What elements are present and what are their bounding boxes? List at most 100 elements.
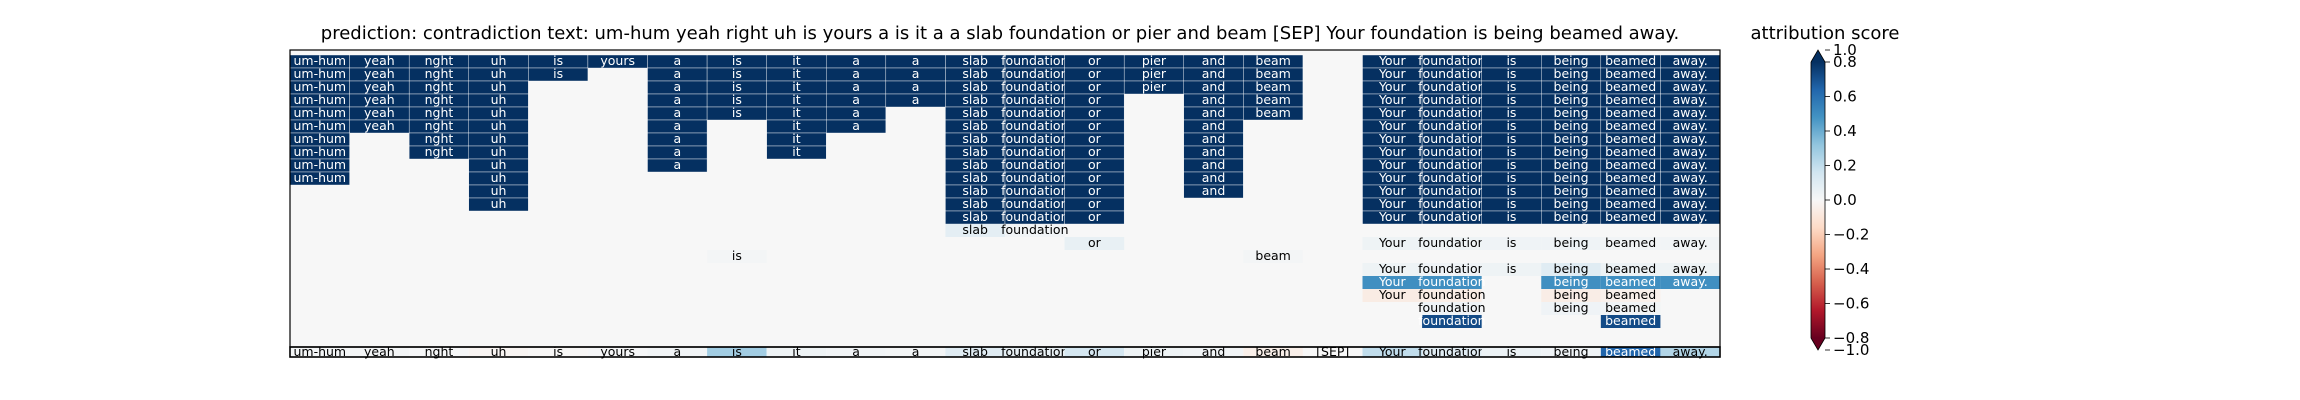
cell-token-label: nght: [425, 66, 454, 81]
colorbar-tick-label: 0.2: [1833, 157, 1857, 175]
cell-token-label: slab: [962, 209, 988, 224]
cell-token-label: away.: [1673, 261, 1708, 276]
summary-cell: [707, 347, 767, 357]
cell-token-label: being: [1554, 261, 1589, 276]
colorbar-tick-label: −0.2: [1833, 226, 1869, 244]
cell-token-label: beamed: [1605, 144, 1656, 159]
cell-token-label: is: [1506, 79, 1516, 94]
heatmap-cell: [1481, 263, 1542, 276]
summary-cell: [1600, 347, 1661, 357]
cell-token-label: foundation: [1418, 118, 1485, 133]
cell-token-label: uh: [491, 118, 507, 133]
cell-token-label: slab: [962, 53, 988, 68]
cell-token-label: or: [1088, 235, 1102, 250]
cell-token-label: is: [732, 79, 742, 94]
summary-cell: [1481, 347, 1542, 357]
heatmap-cell: [1064, 210, 1125, 225]
heatmap-cell: [1600, 289, 1661, 302]
cell-token-label: yeah: [364, 66, 395, 81]
cell-token-label: foundation: [1001, 66, 1068, 81]
cell-token-label: um-hum: [293, 144, 346, 159]
cell-token-label: a: [852, 53, 860, 68]
cell-token-label: beamed: [1605, 261, 1656, 276]
colorbar-tick-label: −1.0: [1833, 341, 1869, 359]
heatmap-cell: [528, 67, 589, 82]
cell-token-label: foundation: [1418, 66, 1485, 81]
summary-cell: [349, 347, 410, 357]
cell-token-label: beam: [1255, 53, 1290, 68]
cell-token-label: away.: [1673, 92, 1708, 107]
cell-token-label: or: [1088, 79, 1102, 94]
cell-token-label: beamed: [1605, 105, 1656, 120]
cell-token-label: Your: [1378, 144, 1407, 159]
heatmap-cell: [1481, 237, 1542, 250]
heatmap-cell: [1362, 289, 1423, 302]
cell-token-label: away.: [1673, 157, 1708, 172]
cell-token-label: it: [792, 131, 800, 146]
cell-token-label: Your: [1378, 79, 1407, 94]
cell-token-label: is: [732, 248, 742, 263]
cell-token-label: away.: [1673, 183, 1708, 198]
cell-token-label: slab: [962, 196, 988, 211]
cell-token-label: or: [1088, 170, 1102, 185]
cell-token-label: is: [1506, 235, 1516, 250]
summary-cell: [290, 347, 350, 357]
colorbar-tick-label: 0.4: [1833, 122, 1857, 140]
cell-token-label: foundation: [1418, 235, 1485, 250]
cell-token-label: um-hum: [293, 118, 346, 133]
cell-token-label: away.: [1673, 170, 1708, 185]
colorbar-extend-bottom-icon: [1811, 338, 1825, 350]
summary-cell: [826, 347, 886, 357]
cell-token-label: Your: [1378, 131, 1407, 146]
cell-token-label: away.: [1673, 144, 1708, 159]
cell-token-label: beamed: [1605, 170, 1656, 185]
heatmap-cell: [1600, 263, 1661, 276]
cell-token-label: uh: [491, 144, 507, 159]
cell-token-label: being: [1554, 131, 1589, 146]
cell-token-label: is: [1506, 131, 1516, 146]
cell-token-label: Your: [1378, 261, 1407, 276]
heatmap-cell: [1183, 184, 1244, 199]
cell-token-label: foundation: [1418, 157, 1485, 172]
cell-token-label: beamed: [1605, 313, 1656, 328]
heatmap-cell: [1600, 276, 1661, 289]
summary-token-label: is: [553, 344, 563, 359]
heatmap-cell: [1243, 106, 1304, 121]
cell-token-label: uh: [491, 92, 507, 107]
cell-token-label: beamed: [1605, 131, 1656, 146]
cell-token-label: it: [792, 144, 800, 159]
cell-token-label: beamed: [1605, 183, 1656, 198]
colorbar-tick-label: 0.8: [1833, 53, 1857, 71]
cell-token-label: it: [792, 53, 800, 68]
heatmap-cell: [1541, 276, 1601, 289]
cell-token-label: being: [1554, 170, 1589, 185]
summary-token-label: is: [732, 344, 742, 359]
cell-token-label: beamed: [1605, 66, 1656, 81]
cell-token-label: a: [912, 53, 920, 68]
heatmap-cell: [1362, 276, 1423, 289]
cell-token-label: being: [1554, 118, 1589, 133]
heatmap-grid: um-hum yeah nght uh is yours a is it a a slab founda…: [289, 50, 1721, 347]
cell-token-label: um-hum: [293, 53, 346, 68]
cell-token-label: foundation: [1001, 131, 1068, 146]
colorbar-tick-label: −0.8: [1833, 329, 1869, 347]
summary-cell: [409, 347, 469, 357]
heatmap-cell: [766, 145, 827, 160]
cell-token-label: and: [1202, 92, 1226, 107]
cell-token-label: a: [673, 118, 681, 133]
heatmap-cell: [1600, 315, 1661, 328]
cell-token-label: Your: [1378, 170, 1407, 185]
summary-cell: [766, 347, 827, 357]
cell-token-label: is: [1506, 183, 1516, 198]
cell-token-label: nght: [425, 53, 454, 68]
cell-token-label: is: [732, 105, 742, 120]
heatmap-cell: [1422, 276, 1482, 289]
cell-token-label: foundation: [1418, 53, 1485, 68]
cell-token-label: nght: [425, 118, 454, 133]
cell-token-label: uh: [491, 79, 507, 94]
cell-token-label: foundation: [1418, 183, 1485, 198]
colorbar-ticks: 1.00.8 0.6 0.4 0.2 0.0 −0.2 −0.4 −0.6 −0.8−1.0: [1825, 41, 1869, 359]
cell-token-label: Your: [1378, 66, 1407, 81]
heatmap-cell: [1660, 237, 1720, 250]
cell-token-label: Your: [1378, 118, 1407, 133]
